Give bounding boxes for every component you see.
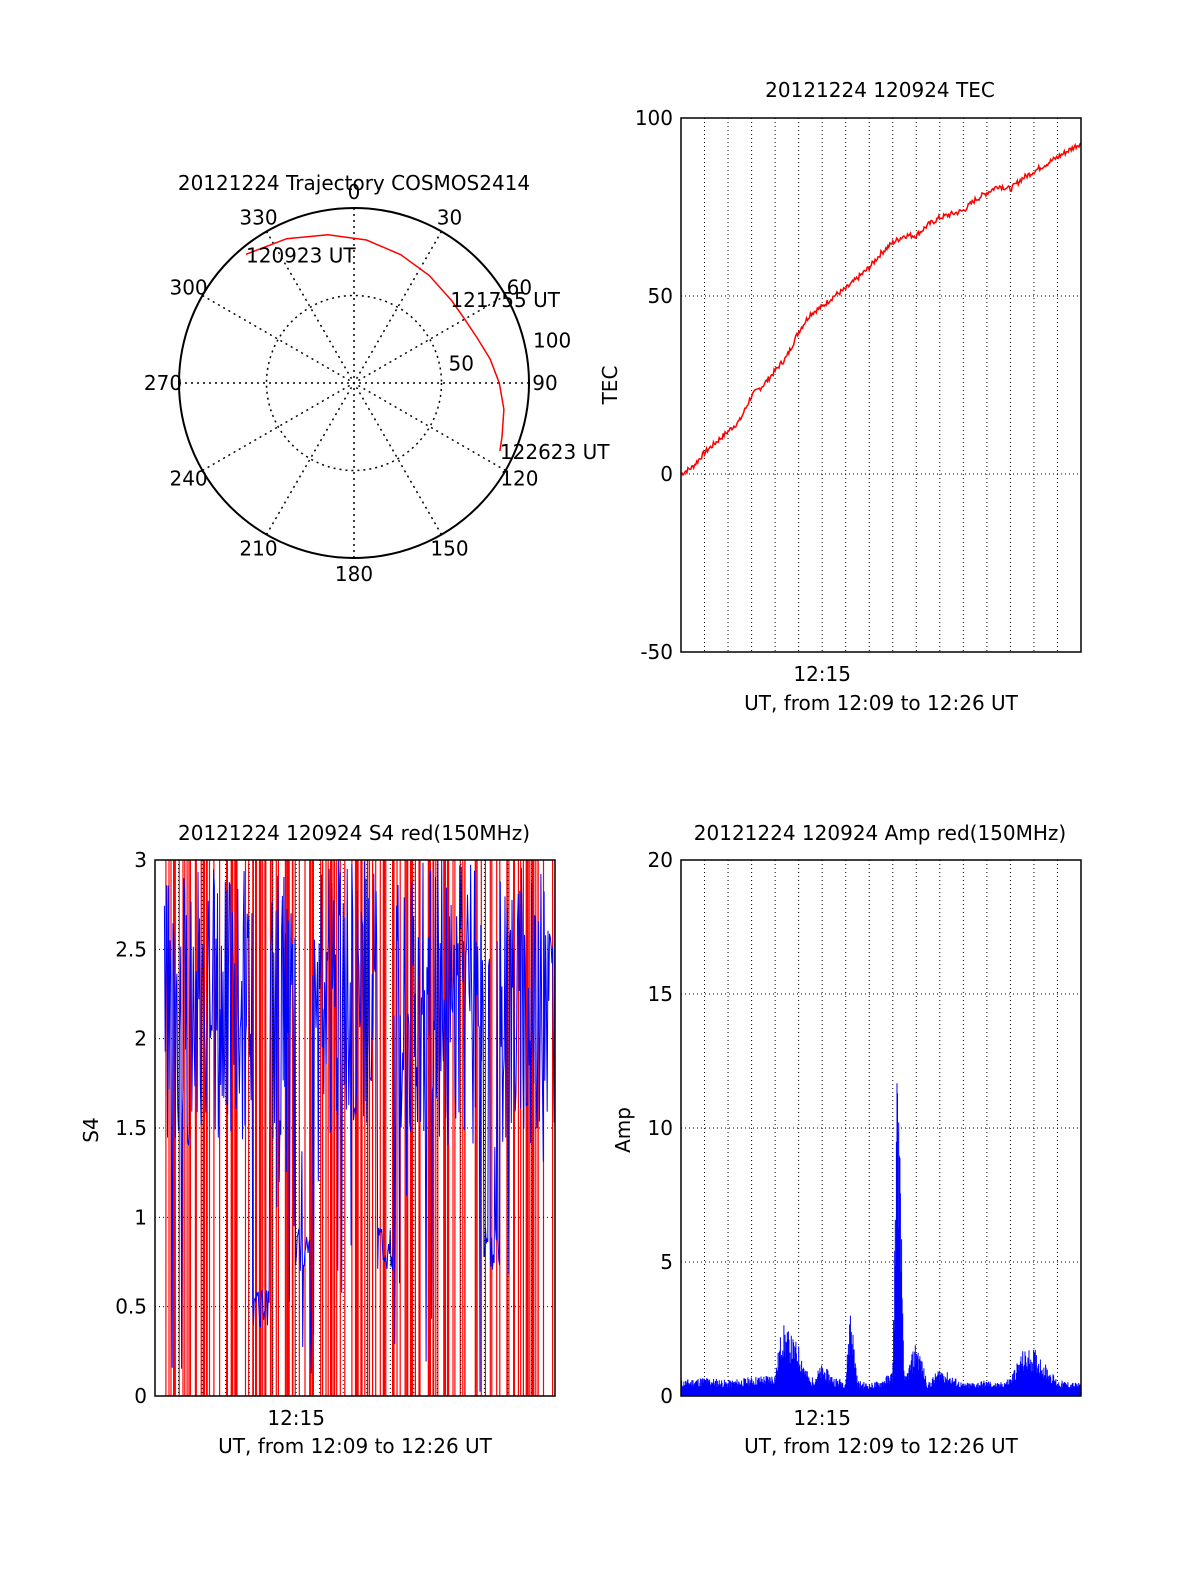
polar-spokes [179,208,529,558]
y-tick-label: 5 [660,1250,673,1274]
tec-x-tick-labels: 12:15 [793,662,851,686]
trajectory-time-label: 120923 UT [246,243,356,267]
s4-y-tick-labels: 0 0.5 1 1.5 2 2.5 3 [115,848,147,1408]
tec-title: 20121224 120924 TEC [765,78,995,102]
tec-grid [681,118,1081,652]
tec-series-line [680,142,1082,477]
y-tick-label: 1 [134,1205,147,1229]
polar-angle-label: 0 [348,180,361,204]
polar-title: 20121224 Trajectory COSMOS2414 [178,171,530,195]
amp-blue-series [680,1083,1082,1396]
polar-angle-label: 240 [169,467,207,491]
y-tick-label: 1.5 [115,1116,147,1140]
polar-angle-label: 330 [239,206,277,230]
polar-angle-label: 270 [144,371,182,395]
polar-angle-label: 300 [169,276,207,300]
tec-x-axis-label: UT, from 12:09 to 12:26 UT [744,691,1019,715]
amp-axes-box [680,859,1082,1397]
tec-plot: 20121224 120924 TEC -50 0 50 100 12:15 UT, … [598,78,1082,715]
s4-axes-box [154,859,556,1397]
s4-y-axis-label: S4 [79,1117,103,1142]
s4-grid [155,860,555,1396]
polar-angle-label: 60 [507,276,532,300]
trajectory-annotations: 120923 UT 121755 UT 122623 UT [246,243,610,464]
polar-angle-label: 120 [500,467,538,491]
y-tick-label: 50 [648,284,673,308]
s4-x-axis-label: UT, from 12:09 to 12:26 UT [218,1434,493,1458]
s4-title: 20121224 120924 S4 red(150MHz) [178,821,530,845]
amp-title: 20121224 120924 Amp red(150MHz) [694,821,1066,845]
trajectory-time-label: 122623 UT [500,440,610,464]
x-tick-label: 12:15 [267,1406,325,1430]
trajectory-track [245,234,505,452]
polar-angle-label: 30 [437,206,462,230]
polar-radius-label: 50 [449,351,474,375]
polar-spoke [265,231,443,535]
polar-radius-label: 100 [533,329,571,353]
amp-y-axis-label: Amp [611,1107,635,1153]
y-tick-label: 2 [134,1027,147,1051]
y-tick-label: 0 [134,1384,147,1408]
amp-x-tick-labels: 12:15 [793,1406,851,1430]
s4-plot: 20121224 120924 S4 red(150MHz) 0 0.5 1 1.5 2… [79,821,556,1458]
y-tick-label: 20 [648,848,673,872]
polar-angle-label: 180 [335,562,373,586]
trajectory-time-label: 121755 UT [450,288,560,312]
polar-angle-labels: 0 30 60 90 120 150 180 210 240 270 300 330 [144,180,558,586]
tec-y-axis-label: TEC [598,366,622,406]
amp-x-axis-label: UT, from 12:09 to 12:26 UT [744,1434,1019,1458]
y-tick-label: 0 [660,462,673,486]
polar-inner-circle [265,294,443,472]
y-tick-label: -50 [640,640,673,664]
y-tick-label: 15 [648,982,673,1006]
x-tick-label: 12:15 [793,662,851,686]
amp-grid [681,860,1081,1396]
amp-y-tick-labels: 0 5 10 15 20 [648,848,673,1408]
polar-angle-label: 90 [532,371,557,395]
y-tick-label: 2.5 [115,937,147,961]
y-tick-label: 0 [660,1384,673,1408]
s4-x-tick-labels: 12:15 [267,1406,325,1430]
x-tick-label: 12:15 [793,1406,851,1430]
polar-trajectory-plot: 20121224 Trajectory COSMOS2414 030609012… [144,171,610,586]
s4-blue-series [163,860,556,1392]
polar-radius-labels: 50 100 [449,329,572,376]
tec-y-tick-labels: -50 0 50 100 [635,106,673,664]
y-tick-label: 0.5 [115,1295,147,1319]
y-tick-label: 10 [648,1116,673,1140]
y-tick-label: 100 [635,106,673,130]
tec-axes-box [680,117,1082,653]
polar-angle-label: 210 [239,536,277,560]
amp-series [680,1083,1082,1396]
polar-angle-label: 150 [430,536,468,560]
amp-plot: 20121224 120924 Amp red(150MHz) 0 5 10 15 20… [611,821,1082,1458]
y-tick-label: 3 [134,848,147,872]
